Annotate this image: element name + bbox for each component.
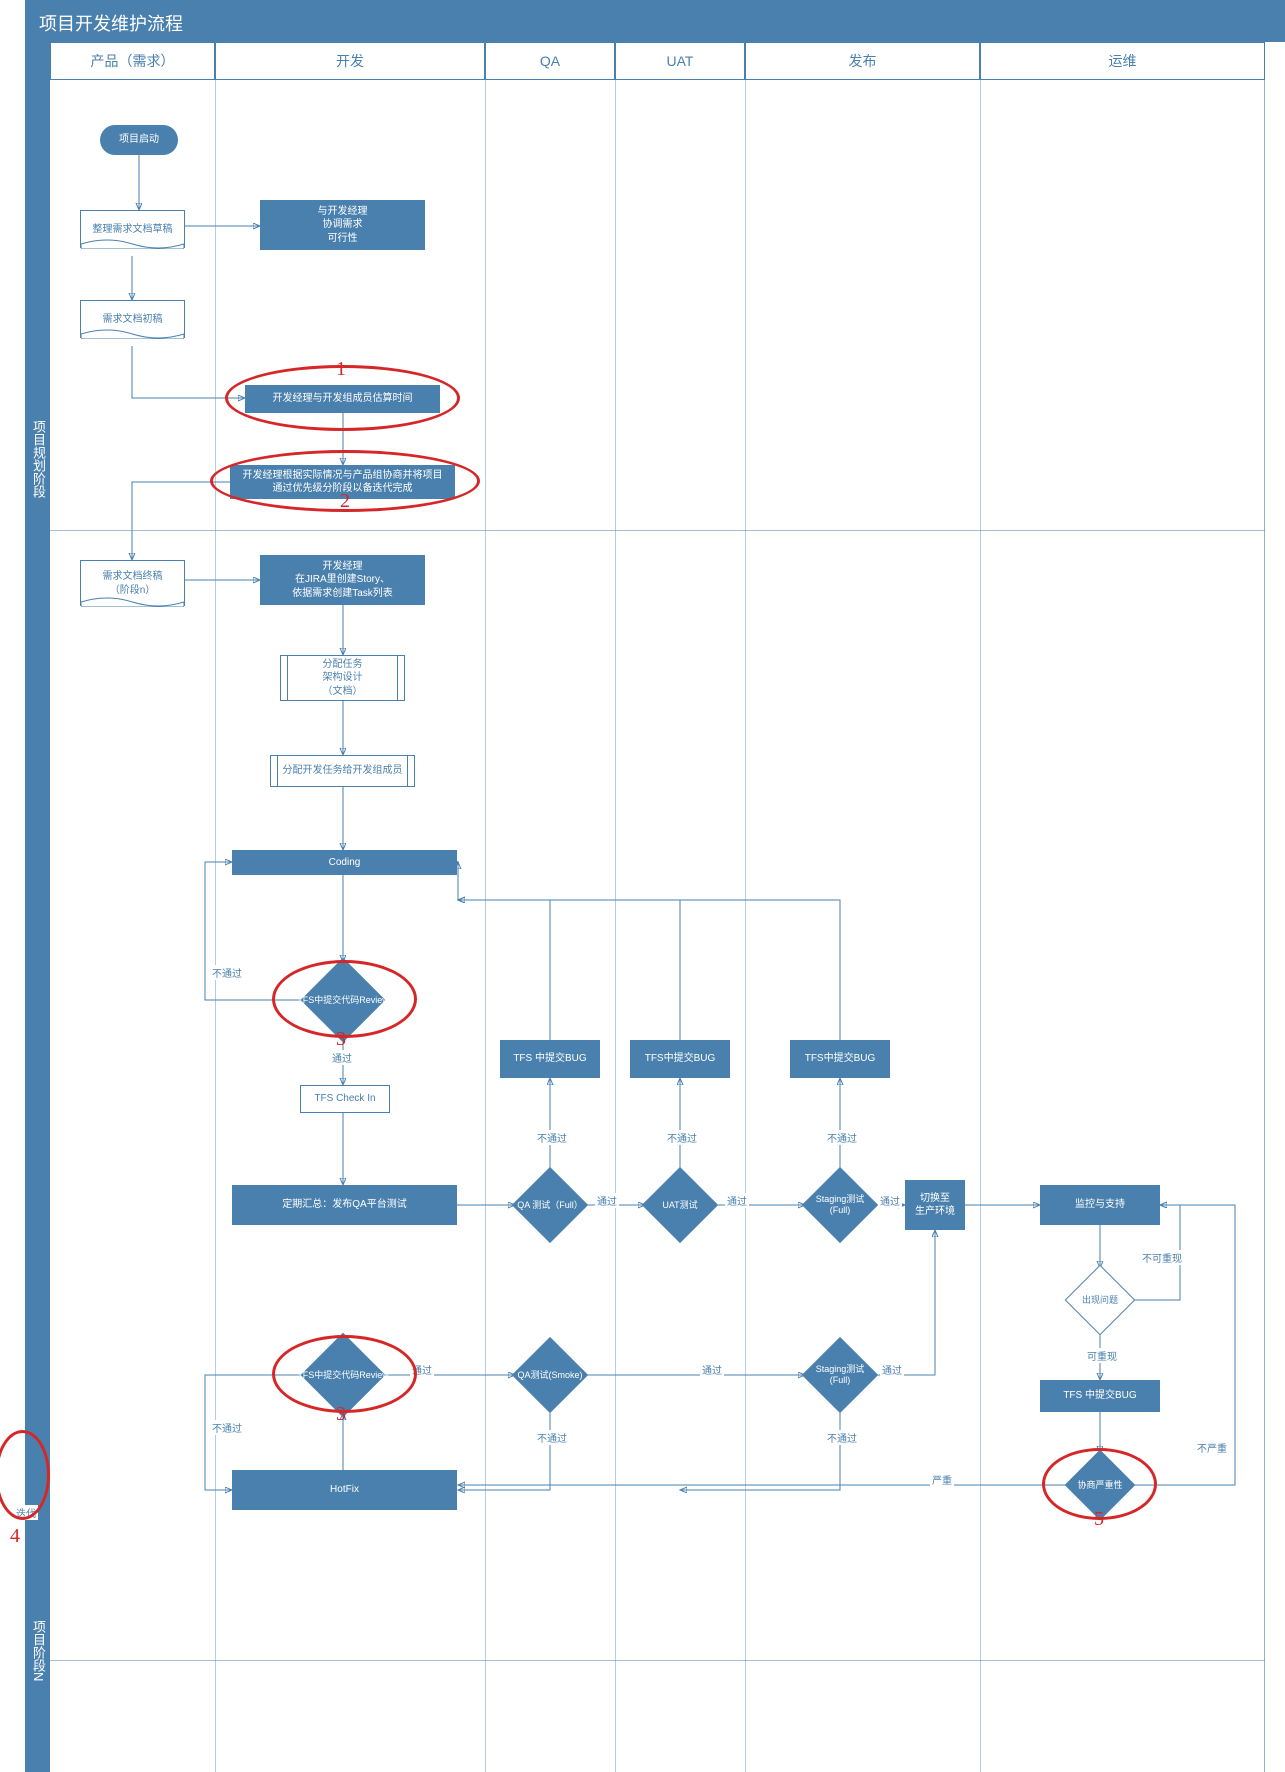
node-stage_bug: TFS中提交BUG	[790, 1040, 890, 1078]
node-uat_test: UAT测试	[653, 1178, 707, 1232]
column-header-2: QA	[485, 42, 615, 80]
annotation-ellipse-2	[272, 960, 417, 1038]
column-divider-1	[215, 80, 216, 1772]
node-qa_bug: TFS 中提交BUG	[500, 1040, 600, 1078]
node-hotfix: HotFix	[232, 1470, 457, 1510]
edge-label-3: 通过	[725, 1193, 749, 1208]
node-stage_test: Staging测试(Full)	[813, 1178, 867, 1232]
column-header-1: 开发	[215, 42, 485, 80]
annotation-ellipse-3	[272, 1335, 417, 1413]
node-predef2: 分配开发任务给开发组成员	[270, 755, 415, 787]
node-doc3: 需求文档终稿（阶段n）	[80, 560, 185, 606]
column-header-0: 产品（需求）	[50, 42, 215, 80]
edge-label-10: 通过	[700, 1362, 724, 1377]
node-uat_bug: TFS中提交BUG	[630, 1040, 730, 1078]
node-coding: Coding	[232, 850, 457, 875]
node-doc2: 需求文档初稿	[80, 300, 185, 338]
node-start: 项目启动	[100, 125, 178, 155]
node-monitor: 监控与支持	[1040, 1185, 1160, 1225]
right-border	[1264, 80, 1265, 1772]
annotation-number-3: 3	[336, 1403, 346, 1426]
row-divider-0	[50, 530, 1265, 531]
edge-label-1: 通过	[330, 1050, 354, 1065]
edge-label-6: 不通过	[665, 1130, 699, 1145]
edge-label-16: 不严重	[1195, 1440, 1229, 1455]
edge-label-12: 不通过	[535, 1430, 569, 1445]
column-header-3: UAT	[615, 42, 745, 80]
node-proc1: 与开发经理协调需求可行性	[260, 200, 425, 250]
sidebar-label-0: 项目规划阶段	[29, 420, 48, 498]
edge-label-13: 不通过	[825, 1430, 859, 1445]
node-doc1: 整理需求文档草稿	[80, 210, 185, 248]
edge-label-11: 通过	[880, 1362, 904, 1377]
column-divider-4	[745, 80, 746, 1772]
node-ops_bug: TFS 中提交BUG	[1040, 1380, 1160, 1412]
edge-label-15: 可重现	[1085, 1348, 1119, 1363]
sidebar-label-1: 项目阶段N	[29, 1620, 48, 1681]
edge-label-14: 不可重现	[1140, 1250, 1184, 1265]
node-qa_smoke: QA测试(Smoke)	[523, 1348, 577, 1402]
edge-label-4: 通过	[878, 1193, 902, 1208]
node-publish: 定期汇总：发布QA平台测试	[232, 1185, 457, 1225]
column-header-5: 运维	[980, 42, 1265, 80]
annotation-number-2: 3	[336, 1028, 346, 1051]
edge-label-0: 不通过	[210, 965, 244, 980]
row-divider-1	[50, 1660, 1265, 1661]
node-checkin: TFS Check In	[300, 1085, 390, 1113]
node-switch_prod: 切换至生产环境	[905, 1180, 965, 1230]
node-stage2: Staging测试(Full)	[813, 1348, 867, 1402]
annotation-number-5: 5	[1094, 1508, 1104, 1531]
node-proc4: 开发经理在JIRA里创建Story、依据需求创建Task列表	[260, 555, 425, 605]
column-header-4: 发布	[745, 42, 980, 80]
edge-label-5: 不通过	[535, 1130, 569, 1145]
page-title: 项目开发维护流程	[25, 0, 1285, 42]
edge-label-7: 不通过	[825, 1130, 859, 1145]
annotation-number-4: 4	[10, 1525, 20, 1548]
column-divider-5	[980, 80, 981, 1772]
edge-label-17: 严重	[930, 1472, 954, 1487]
annotation-number-0: 1	[336, 358, 346, 381]
annotation-number-1: 2	[340, 490, 350, 513]
edge-label-8: 不通过	[210, 1420, 244, 1435]
column-divider-2	[485, 80, 486, 1772]
flowchart-canvas: 项目开发维护流程	[0, 0, 1285, 1772]
node-issue: 出现问题	[1075, 1275, 1125, 1325]
edge-label-2: 通过	[595, 1193, 619, 1208]
column-divider-3	[615, 80, 616, 1772]
node-predef1: 分配任务架构设计（文档）	[280, 655, 405, 701]
node-qa_test: QA 测试（Full）	[523, 1178, 577, 1232]
